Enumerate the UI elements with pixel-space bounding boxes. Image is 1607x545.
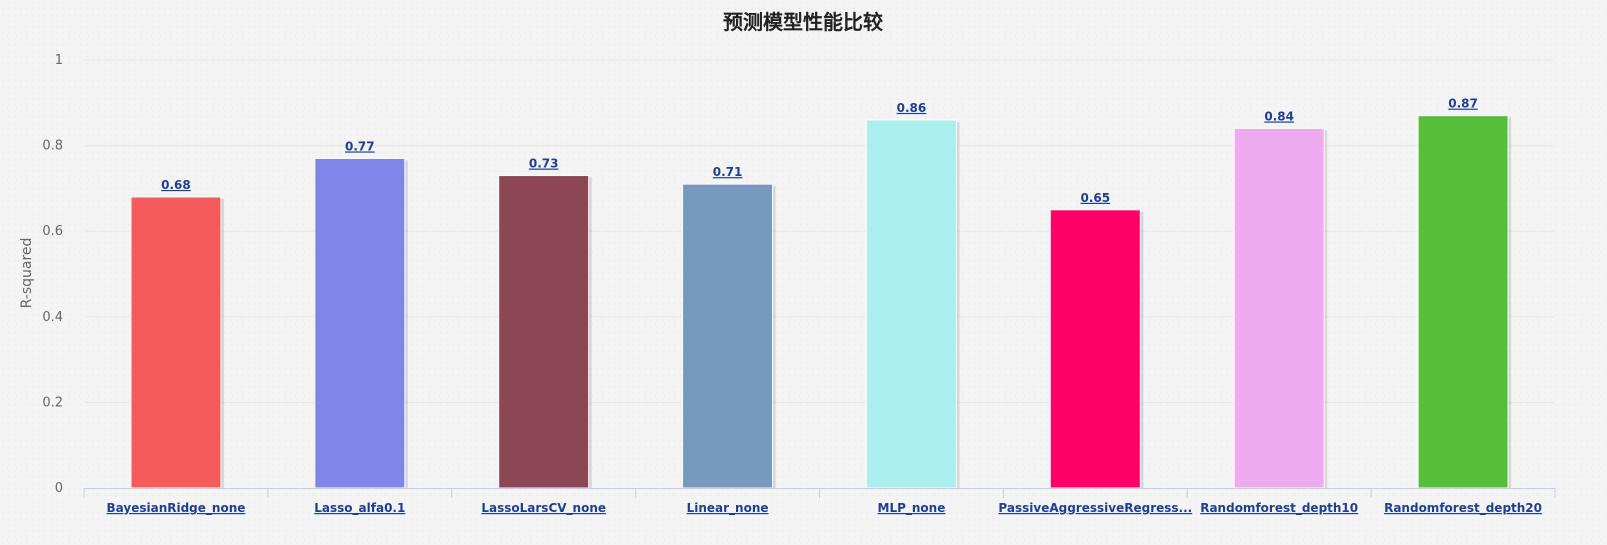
data-labels: 0.68 0.77 0.73 0.71 0.86 0.65 0.84 0.87 xyxy=(161,97,1478,205)
y-tick-label: 0.2 xyxy=(42,395,63,410)
y-tick-label: 1 xyxy=(55,53,63,68)
bar[interactable] xyxy=(1049,209,1141,489)
bar[interactable] xyxy=(130,196,222,489)
x-tick-label[interactable]: LassoLarsCV_none xyxy=(481,501,606,516)
y-tick-label: 0.4 xyxy=(42,310,63,325)
y-tick-label: 0.6 xyxy=(42,224,63,239)
data-label: 0.86 xyxy=(897,101,927,115)
bar[interactable] xyxy=(682,183,774,489)
y-tick-label: 0 xyxy=(55,481,63,496)
data-label: 0.77 xyxy=(345,139,375,153)
x-tick-label[interactable]: Randomforest_depth10 xyxy=(1200,501,1358,516)
chart-title: 预测模型性能比较 xyxy=(723,10,883,34)
x-tick-label[interactable]: MLP_none xyxy=(878,501,946,516)
bar-series xyxy=(130,115,1512,489)
data-label: 0.68 xyxy=(161,178,191,192)
data-label: 0.65 xyxy=(1081,191,1111,205)
x-tick-label[interactable]: BayesianRidge_none xyxy=(107,501,246,516)
data-label: 0.71 xyxy=(713,165,743,179)
grid-lines xyxy=(84,59,1555,403)
y-tick-label: 0.8 xyxy=(42,139,63,154)
y-axis-label: R-squared xyxy=(19,238,35,309)
x-axis: BayesianRidge_none Lasso_alfa0.1 LassoLars… xyxy=(83,488,1556,516)
x-tick-label[interactable]: Linear_none xyxy=(687,501,769,516)
bar[interactable] xyxy=(1233,127,1325,489)
bar[interactable] xyxy=(498,175,590,489)
data-label: 0.87 xyxy=(1448,97,1478,111)
x-tick-label[interactable]: Randomforest_depth20 xyxy=(1384,501,1542,516)
data-label: 0.73 xyxy=(529,157,559,171)
data-label: 0.84 xyxy=(1264,109,1294,123)
x-tick-label[interactable]: Lasso_alfa0.1 xyxy=(314,501,405,516)
x-tick-label[interactable]: PassiveAggressiveRegress... xyxy=(998,501,1192,515)
bar[interactable] xyxy=(1417,115,1509,489)
bar[interactable] xyxy=(865,119,957,489)
y-axis-ticks: 0 0.2 0.4 0.6 0.8 1 xyxy=(42,53,63,496)
bar[interactable] xyxy=(314,157,406,489)
